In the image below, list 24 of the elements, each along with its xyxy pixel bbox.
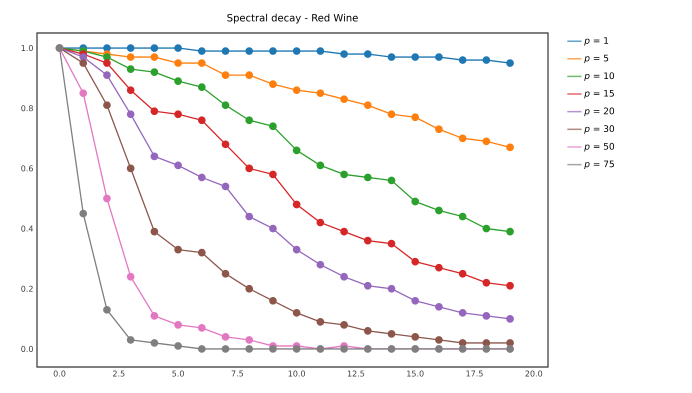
legend-label: p = 15 xyxy=(584,90,614,98)
y-tick-label: 0.6 xyxy=(21,165,33,172)
y-tick-label: 0.2 xyxy=(21,286,33,292)
legend-label: p = 1 xyxy=(584,37,608,46)
legend-label: p = 20 xyxy=(584,108,614,116)
y-tick-label: 1.0 xyxy=(22,45,33,52)
x-tick-label: 2.5 xyxy=(113,370,124,377)
chart-title: Spectral decay - Red Wine xyxy=(227,14,358,24)
legend-label: p = 5 xyxy=(584,54,608,64)
x-tick-label: 17.5 xyxy=(466,370,483,376)
x-tick-label: 20.0 xyxy=(525,370,542,377)
x-tick-label: 7.5 xyxy=(232,370,244,376)
x-tick-label: 5.0 xyxy=(172,370,184,377)
x-tick-label: 12.5 xyxy=(348,370,364,377)
y-tick-label: 0.4 xyxy=(21,226,34,232)
x-tick-label: 15.0 xyxy=(407,370,424,377)
legend-label: p = 50 xyxy=(584,142,614,152)
y-tick-label: 0.0 xyxy=(21,346,33,352)
x-tick-label: 0.0 xyxy=(54,370,66,377)
x-tick-label: 10.0 xyxy=(288,370,306,377)
legend-label: p = 75 xyxy=(584,160,614,170)
y-tick-label: 0.8 xyxy=(21,105,33,112)
legend-label: p = 10 xyxy=(584,72,614,81)
legend-label: p = 30 xyxy=(584,125,614,134)
